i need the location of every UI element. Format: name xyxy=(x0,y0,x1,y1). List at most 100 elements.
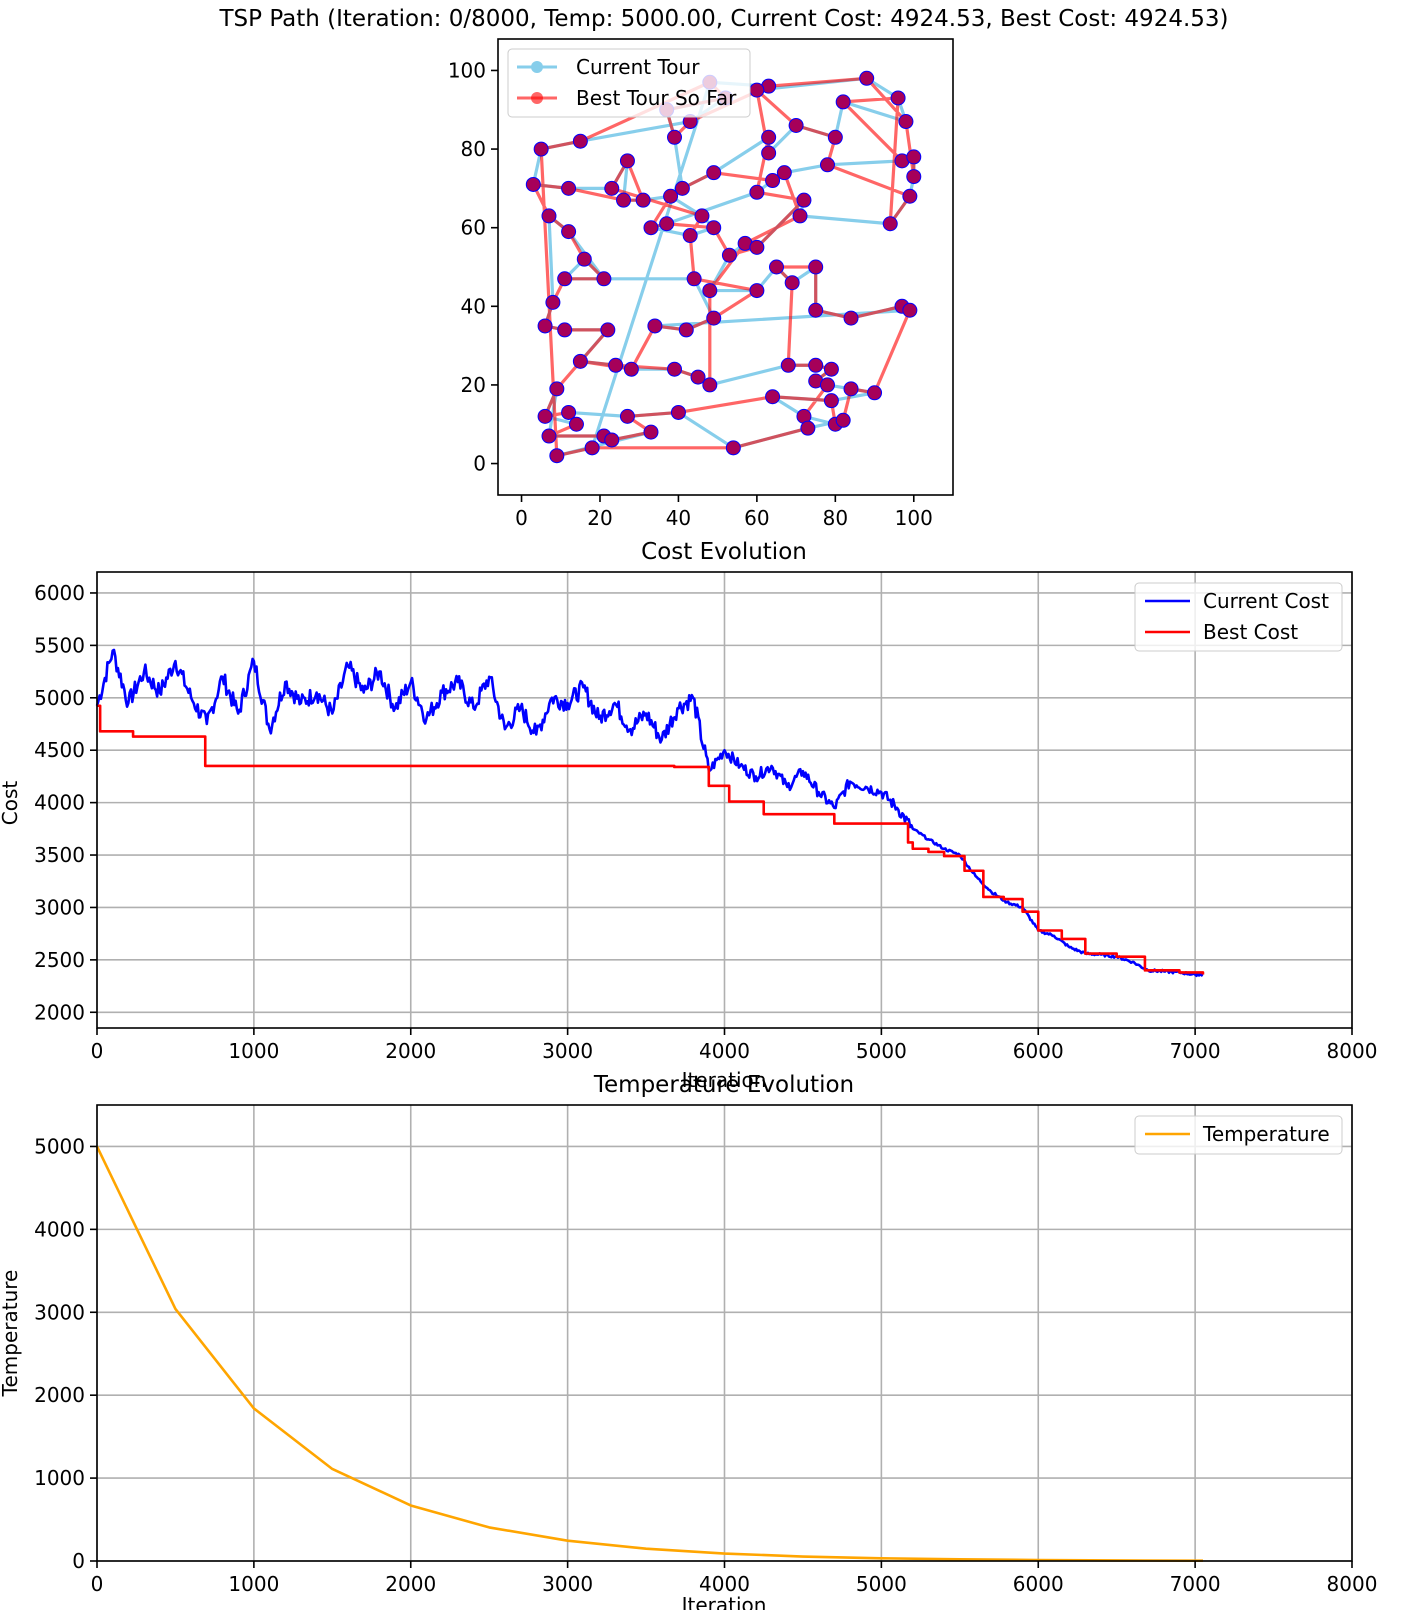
temperature-ylabel: Temperature xyxy=(0,1270,22,1398)
cost-lines xyxy=(95,648,1205,978)
ytick-label: 0 xyxy=(72,1549,85,1573)
city-point-best-marker xyxy=(542,429,556,443)
city-point-best-marker xyxy=(785,276,799,290)
tsp-legend: Current Tour Best Tour So Far xyxy=(507,48,751,118)
xtick-label: 8000 xyxy=(1327,1572,1378,1596)
city-point-best-marker xyxy=(824,362,838,376)
tsp-xtick-label: 0 xyxy=(515,506,528,530)
best-tour-line xyxy=(531,76,916,458)
city-point-best-marker xyxy=(703,378,717,392)
tsp-xtick-label: 80 xyxy=(823,506,848,530)
city-point-best-marker xyxy=(738,236,752,250)
city-point-best-marker xyxy=(707,166,721,180)
city-point-best-marker xyxy=(620,409,634,423)
cost-grid xyxy=(96,572,1353,1028)
city-point-best-marker xyxy=(675,181,689,195)
xtick-label: 5000 xyxy=(856,1039,907,1063)
city-point-best-marker xyxy=(766,390,780,404)
temperature-title: Temperature Evolution xyxy=(593,1072,854,1098)
city-point-best-marker xyxy=(562,225,576,239)
city-point-best-marker xyxy=(644,221,658,235)
city-point-best-marker xyxy=(668,130,682,144)
legend-best-tour-marker xyxy=(531,92,543,104)
city-point-best-marker xyxy=(707,221,721,235)
city-point-best-marker xyxy=(542,209,556,223)
city-point-best-marker xyxy=(809,260,823,274)
cost-axis-ticks: 0 1000 2000 3000 4000 5000 6000 7000 8000 2000 250… xyxy=(34,581,1377,1063)
tsp-ytick-label: 60 xyxy=(461,216,486,240)
xtick-label: 3000 xyxy=(542,1572,593,1596)
city-point-best-marker xyxy=(558,323,572,337)
xtick-label: 3000 xyxy=(542,1039,593,1063)
city-point-best-marker xyxy=(605,181,619,195)
city-point-best-marker xyxy=(648,319,662,333)
city-point-best-marker xyxy=(636,193,650,207)
temperature-grid xyxy=(96,1105,1353,1562)
city-point-best-marker xyxy=(762,130,776,144)
city-point-best-marker xyxy=(844,382,858,396)
city-point-best-marker xyxy=(722,248,736,262)
city-point-best-marker xyxy=(828,130,842,144)
tsp-xtick-label: 40 xyxy=(666,506,691,530)
temperature-legend: Temperature xyxy=(1134,1115,1343,1155)
xtick-label: 4000 xyxy=(699,1039,750,1063)
city-point-best-marker xyxy=(601,323,615,337)
city-point-best-marker xyxy=(546,295,560,309)
city-point-best-marker xyxy=(762,79,776,93)
city-point-best-marker xyxy=(668,362,682,376)
tsp-ytick-label: 20 xyxy=(461,373,486,397)
temperature-axis-ticks: 0 1000 2000 3000 4000 5000 6000 7000 8000 0 1000 20… xyxy=(34,1134,1377,1596)
cost-title: Cost Evolution xyxy=(641,539,807,565)
tsp-axis-ticks: 0 20 40 60 80 100 0 20 40 60 80 100 xyxy=(448,58,933,530)
tsp-plot-frame xyxy=(497,38,954,496)
tsp-xtick-label: 60 xyxy=(744,506,769,530)
tsp-path-panel: TSP Path (Iteration: 0/8000, Temp: 5000.… xyxy=(218,6,1228,530)
tsp-xtick-label: 100 xyxy=(895,506,933,530)
city-point-best-marker xyxy=(762,146,776,160)
cost-xlabel: Iteration xyxy=(682,1068,767,1092)
city-point-best-marker xyxy=(844,311,858,325)
ytick-label: 3000 xyxy=(34,895,85,919)
city-point-best-marker xyxy=(671,405,685,419)
city-point-best-marker xyxy=(538,319,552,333)
xtick-label: 1000 xyxy=(228,1572,279,1596)
cost-evolution-panel: Cost Evolution 0 1000 2000 3000 4000 5000 6000… xyxy=(0,539,1377,1092)
city-point-best-marker xyxy=(809,374,823,388)
city-point-best-marker xyxy=(573,134,587,148)
legend-best-tour-label: Best Tour So Far xyxy=(576,86,737,110)
xtick-label: 6000 xyxy=(1013,1039,1064,1063)
city-point-best-marker xyxy=(769,260,783,274)
city-point-best-marker xyxy=(585,441,599,455)
temperature-legend-box xyxy=(1134,1115,1343,1155)
city-point-best-marker xyxy=(660,217,674,231)
city-point-best-marker xyxy=(903,189,917,203)
ytick-label: 6000 xyxy=(34,581,85,605)
city-point-best-marker xyxy=(809,358,823,372)
city-point-best-marker xyxy=(820,378,834,392)
city-point-best-marker xyxy=(860,71,874,85)
city-point-best-marker xyxy=(687,272,701,286)
legend-current-tour-marker xyxy=(531,61,543,73)
city-point-best-marker xyxy=(597,272,611,286)
city-point-best-marker xyxy=(797,409,811,423)
city-point-best-marker xyxy=(903,303,917,317)
xtick-label: 5000 xyxy=(856,1572,907,1596)
city-point-best-marker xyxy=(824,394,838,408)
city-point-best-marker xyxy=(809,303,823,317)
city-point-best-marker xyxy=(907,170,921,184)
ytick-label: 2000 xyxy=(34,1000,85,1024)
tsp-ytick-label: 80 xyxy=(461,137,486,161)
xtick-label: 8000 xyxy=(1327,1039,1378,1063)
city-point-best-marker xyxy=(883,217,897,231)
city-point-best-marker xyxy=(695,209,709,223)
city-point-best-marker xyxy=(868,386,882,400)
ytick-label: 4000 xyxy=(34,791,85,815)
ytick-label: 5500 xyxy=(34,633,85,657)
city-point-best-marker xyxy=(820,158,834,172)
tsp-title: TSP Path (Iteration: 0/8000, Temp: 5000.… xyxy=(218,6,1228,32)
tsp-ytick-label: 0 xyxy=(473,452,486,476)
city-point-best-marker xyxy=(777,166,791,180)
cost-ylabel: Cost xyxy=(0,781,22,826)
city-point-best-marker xyxy=(550,449,564,463)
